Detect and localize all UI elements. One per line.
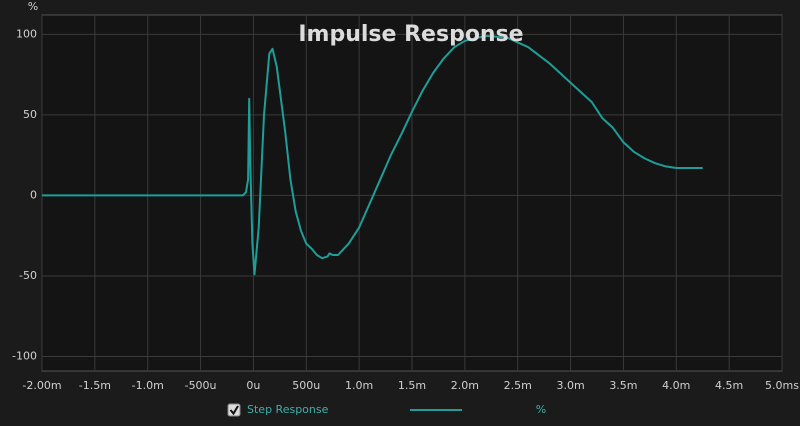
marks — [42, 34, 703, 276]
x-tick-label: 1.5m — [398, 379, 426, 392]
legend-unit: % — [536, 403, 546, 416]
series-line — [42, 34, 703, 276]
x-tick-label: 3.5m — [609, 379, 637, 392]
y-tick-label: 50 — [23, 108, 37, 121]
legend-label[interactable]: Step Response — [247, 403, 329, 416]
x-tick-label: 1.0m — [345, 379, 373, 392]
x-tick-label: 4.0m — [662, 379, 690, 392]
x-tick-label: -1.0m — [132, 379, 164, 392]
x-tick-label: 0u — [246, 379, 260, 392]
y-axis-label: % — [28, 0, 38, 13]
grid: 100 50 0 -50 -100 -2.00m -1.5m -1.0m -500u 0u 500u… — [12, 15, 799, 392]
x-tick-label: 2.0m — [451, 379, 479, 392]
x-tick-label: 2.5m — [504, 379, 532, 392]
x-tick-label: -1.5m — [79, 379, 111, 392]
y-tick-label: 0 — [30, 188, 37, 201]
x-tick-label: 4.5m — [715, 379, 743, 392]
checkmark — [229, 405, 239, 416]
chart-title: Impulse Response — [298, 22, 523, 47]
y-tick-label: 100 — [16, 27, 37, 40]
x-tick-label: 3.0m — [556, 379, 584, 392]
y-tick-label: -100 — [12, 350, 37, 363]
x-tick-label: 5.0ms — [765, 379, 799, 392]
x-tick-label: -2.00m — [22, 379, 61, 392]
x-tick-label: 500u — [292, 379, 320, 392]
y-tick-label: -50 — [19, 269, 37, 282]
x-tick-label: -500u — [185, 379, 217, 392]
